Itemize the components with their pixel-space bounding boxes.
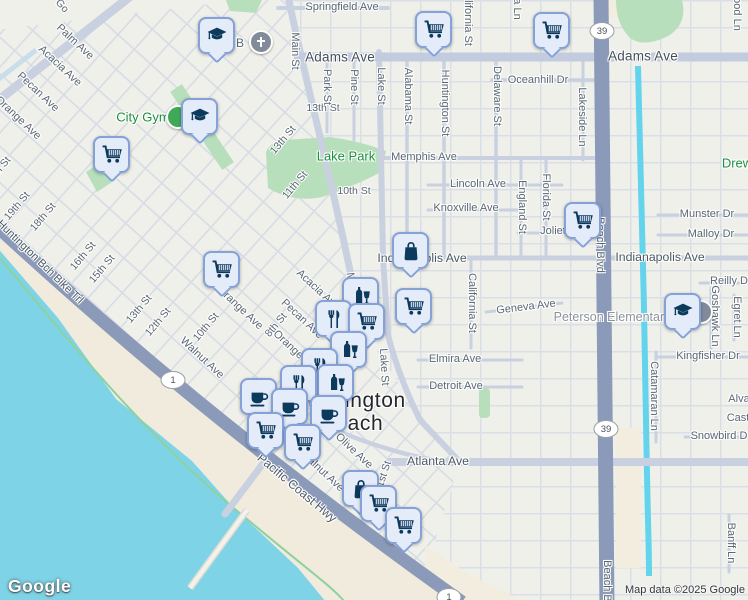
street-label-lakeside-ln: Lakeside Ln — [576, 87, 588, 147]
shopping-cart-icon — [254, 419, 278, 443]
street-label-indianapolis-ave-2: Indianapolis Ave — [615, 250, 705, 264]
street-label-pine-st: Pine St — [348, 69, 360, 105]
grocery-marker[interactable] — [93, 136, 130, 173]
grocery-marker[interactable] — [395, 288, 432, 325]
grocery-marker[interactable] — [533, 12, 570, 49]
bottle-glass-icon — [324, 371, 348, 395]
street-label-banff-ln: Banff Ln — [725, 522, 737, 564]
shopping-cart-icon — [100, 143, 124, 167]
shopping-cart-icon — [210, 258, 234, 282]
street-label-snowbird-dr: Snowbird D — [690, 430, 748, 442]
street-label-alva: Alva — [728, 393, 748, 405]
route-shield-39-south: 39 — [593, 420, 619, 438]
street-label-beach-blvd-2: Beach Blvd — [601, 560, 613, 600]
street-label-adams-ave: Adams Ave — [305, 49, 375, 65]
grocery-marker[interactable] — [564, 202, 601, 239]
shopping-cart-icon — [392, 514, 416, 538]
street-label-reilly-dr: Reilly D — [710, 275, 748, 287]
street-label-knoxville-ave: Knoxville Ave — [433, 202, 499, 214]
street-label-detroit-ave: Detroit Ave — [429, 380, 483, 392]
grocery-marker[interactable] — [247, 412, 284, 449]
route-shield-1-south: 1 — [436, 588, 462, 600]
street-label-park-st: Park St — [321, 68, 333, 106]
poi-label-drew[interactable]: Drew — [721, 155, 748, 171]
street-label-main-st: Main St — [289, 32, 301, 70]
coffee-cup-icon — [247, 385, 271, 409]
shopping-cart-icon — [571, 209, 595, 233]
street-label-huntington-st: Huntington St — [439, 69, 451, 137]
grocery-marker[interactable] — [415, 11, 452, 48]
street-label-kingfisher-dr: Kingfisher Dr — [676, 350, 740, 362]
label-fragment-b: B — [235, 36, 245, 50]
shopping-cart-icon — [291, 431, 315, 455]
shopping-cart-icon — [402, 295, 426, 319]
street-label-california-st-2: California St — [466, 273, 478, 333]
map-attribution: Map data ©2025 Google — [624, 584, 745, 596]
street-label-munster-dr: Munster Dr — [679, 208, 735, 220]
shopping-bag-icon — [399, 239, 423, 263]
street-label-10th-st-2: 10th St — [337, 185, 371, 197]
street-label-memphis-ave: Memphis Ave — [391, 151, 457, 163]
grocery-marker[interactable] — [385, 507, 422, 544]
street-label-egret-ln: Egret Ln — [731, 296, 743, 338]
street-label-oceanhill-dr: Oceanhill Dr — [507, 74, 569, 86]
grocery-marker[interactable] — [203, 251, 240, 288]
church-poi-icon[interactable] — [249, 30, 273, 54]
graduation-cap-icon — [205, 24, 229, 48]
street-label-a-ln: a Ln — [511, 0, 523, 20]
street-label-cast: Cast — [726, 412, 748, 424]
shopping-cart-icon — [422, 18, 446, 42]
street-label-england-st: England St — [516, 180, 528, 234]
street-label-alabama-st: Alabama St — [402, 67, 414, 125]
cross-icon — [255, 36, 267, 48]
street-label-lake-st: Lake St — [375, 67, 387, 105]
street-label-lincoln-ave: Lincoln Ave — [449, 178, 507, 190]
street-label-atlanta-ave: Atlanta Ave — [407, 454, 469, 468]
google-logo[interactable]: Google — [8, 576, 72, 596]
poi-label-city-gym[interactable]: City Gym — [116, 109, 170, 125]
street-label-delaware-st: Delaware St — [491, 66, 503, 126]
street-label-13th-st-3: 13th St — [306, 102, 340, 114]
street-label-springfield-ave: Springfield Ave — [305, 1, 379, 13]
street-label-elmira-ave: Elmira Ave — [428, 353, 482, 365]
graduation-cap-icon — [671, 300, 695, 324]
grocery-marker[interactable] — [284, 424, 321, 461]
street-label-catamaran-ln: Catamaran Ln — [648, 361, 660, 431]
bottle-glass-icon — [337, 338, 361, 362]
coffee-cup-icon — [317, 402, 341, 426]
shopping-bag-marker[interactable] — [392, 232, 429, 269]
street-label-california-st: California St — [462, 0, 474, 46]
poi-label-peterson-elementary[interactable]: Peterson Elementary — [553, 310, 671, 324]
street-label-ood-ln: ood Ln — [731, 0, 743, 31]
route-shield-1: 1 — [160, 371, 186, 389]
street-label-malloy-dr: Malloy Dr — [687, 228, 735, 240]
school-marker[interactable] — [664, 293, 701, 330]
shopping-cart-icon — [540, 19, 564, 43]
street-label-florida-st: Florida St — [540, 173, 552, 221]
graduation-cap-icon — [188, 105, 212, 129]
fork-knife-icon — [322, 307, 346, 331]
shopping-cart-icon — [355, 310, 379, 334]
street-label-joliet: Joliet — [540, 225, 566, 237]
route-shield-39: 39 — [589, 22, 615, 40]
school-marker[interactable] — [181, 98, 218, 135]
street-label-lake-st-2: Lake St — [377, 348, 391, 386]
street-label-adams-ave-2: Adams Ave — [608, 48, 678, 64]
poi-label-lake-park[interactable]: Lake Park — [316, 148, 376, 164]
school-marker[interactable] — [198, 17, 235, 54]
